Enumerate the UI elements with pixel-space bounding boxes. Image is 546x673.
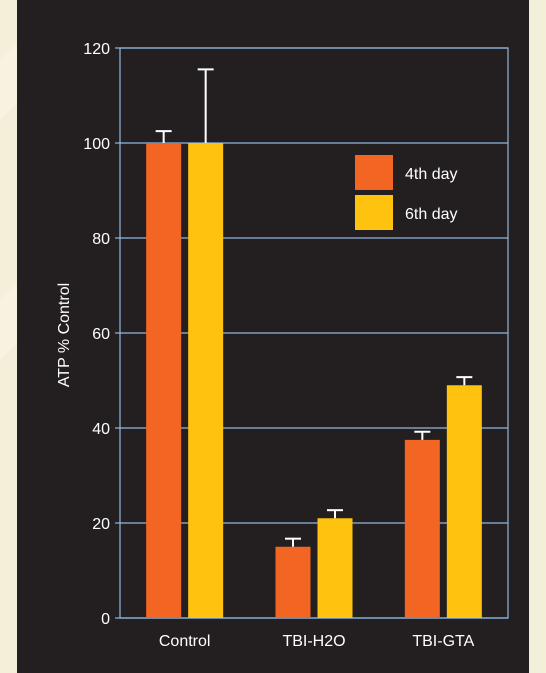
legend-swatch [355, 155, 393, 190]
grid-lines [115, 47, 509, 619]
x-tick-label: TBI-H2O [282, 633, 345, 650]
y-tick-label: 60 [92, 326, 110, 343]
bar [146, 143, 182, 618]
bars [146, 68, 482, 618]
legend-label: 6th day [405, 206, 457, 223]
x-tick-label: TBI-GTA [412, 633, 474, 650]
y-tick-label: 100 [83, 136, 110, 153]
y-tick-label: 120 [83, 41, 110, 58]
bar [275, 546, 311, 618]
bar [317, 518, 353, 618]
legend-swatch [355, 195, 393, 230]
y-tick-label: 0 [101, 611, 110, 628]
legend-label: 4th day [405, 166, 457, 183]
legend: 4th day 6th day [355, 155, 457, 230]
y-tick-labels: 0 20 40 60 80 100 120 [83, 41, 110, 628]
y-tick-label: 80 [92, 231, 110, 248]
bar [446, 385, 482, 618]
chart-panel [17, 0, 529, 673]
y-axis-label: ATP % Control [56, 283, 73, 387]
bar [188, 143, 224, 618]
y-tick-label: 40 [92, 421, 110, 438]
x-tick-label: Control [159, 633, 211, 650]
bar [404, 439, 440, 618]
x-tick-labels: Control TBI-H2O TBI-GTA [159, 633, 475, 650]
y-tick-label: 20 [92, 516, 110, 533]
